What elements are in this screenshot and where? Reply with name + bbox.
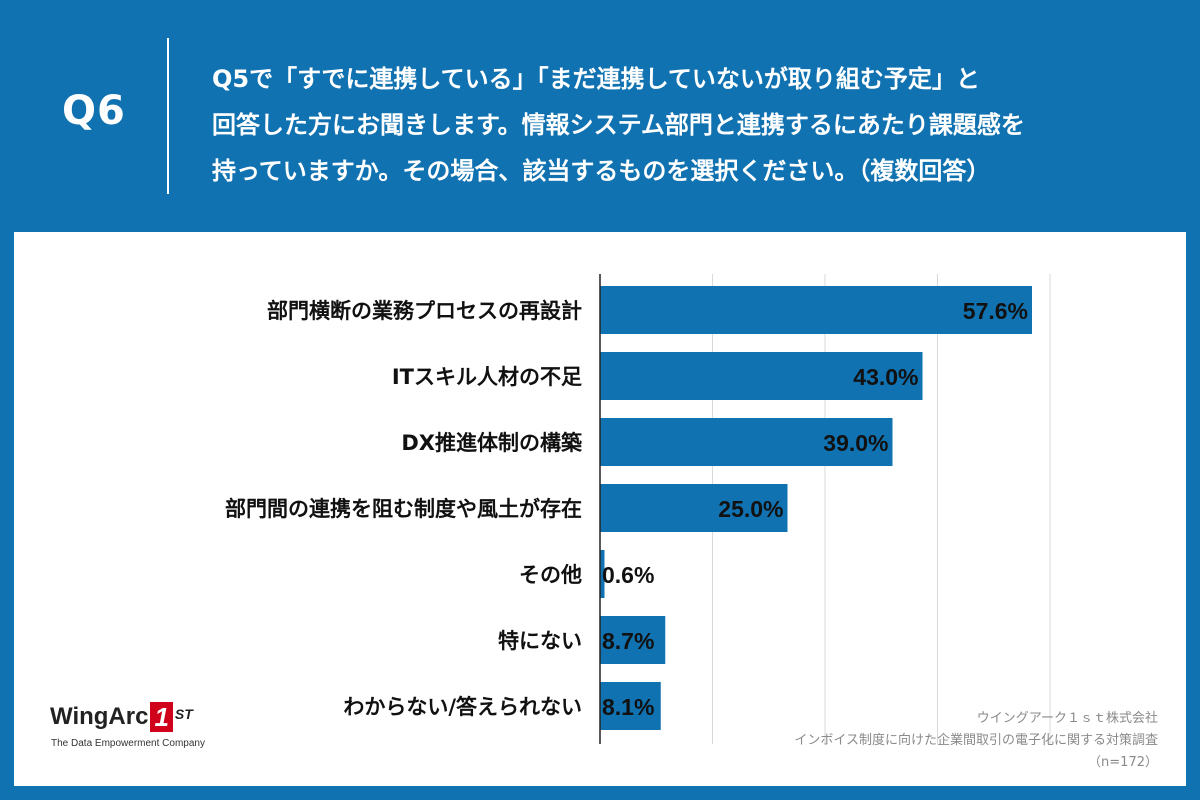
question-line: Q5で「すでに連携している」「まだ連携していないが取り組む予定」と — [212, 65, 980, 93]
bar — [600, 352, 923, 400]
source-company: ウイングアーク１ｓｔ株式会社 — [976, 711, 1158, 726]
question-text: Q5で「すでに連携している」「まだ連携していないが取り組む予定」と 回答した方に… — [212, 56, 1172, 194]
category-label: その他 — [519, 563, 582, 587]
header: Q6 Q5で「すでに連携している」「まだ連携していないが取り組む予定」と 回答し… — [0, 0, 1200, 232]
source-note: ウイングアーク１ｓｔ株式会社 インボイス制度に向けた企業間取引の電子化に関する対… — [794, 708, 1158, 774]
category-label: 特にない — [498, 629, 582, 653]
logo-tagline: The Data Empowerment Company — [51, 738, 205, 749]
source-survey: インボイス制度に向けた企業間取引の電子化に関する対策調査 — [794, 733, 1158, 748]
question-number: Q6 — [62, 88, 126, 134]
value-label: 57.6% — [963, 298, 1028, 324]
category-label: ITスキル人材の不足 — [392, 365, 582, 389]
bar — [600, 616, 666, 664]
value-label: 8.7% — [602, 628, 654, 654]
logo-brand-suffix: ST — [174, 706, 193, 722]
question-line: 持っていますか。その場合、該当するものを選択ください。（複数回答） — [212, 157, 991, 185]
category-label: 部門横断の業務プロセスの再設計 — [267, 299, 582, 323]
value-label: 25.0% — [718, 496, 783, 522]
category-label: DX推進体制の構築 — [401, 431, 583, 455]
category-label: 部門間の連携を阻む制度や風土が存在 — [225, 497, 582, 521]
logo-brand-text: WingArc — [50, 703, 149, 730]
bar — [600, 682, 661, 730]
bar — [600, 286, 1032, 334]
bar — [600, 418, 893, 466]
chart-panel: 部門横断の業務プロセスの再設計 57.6% ITスキル人材の不足 43.0% DX推進体… — [14, 232, 1186, 786]
value-label: 43.0% — [853, 364, 918, 390]
value-label: 39.0% — [823, 430, 888, 456]
bar — [600, 484, 788, 532]
bar — [600, 550, 605, 598]
value-label: 8.1% — [602, 694, 654, 720]
question-line: 回答した方にお聞きします。情報システム部門と連携するにあたり課題感を — [212, 111, 1025, 139]
value-label: 0.6% — [602, 562, 654, 588]
wingarc-logo: WingArc 1 ST The Data Empowerment Compan… — [50, 700, 210, 760]
bar-chart: 部門横断の業務プロセスの再設計 57.6% ITスキル人材の不足 43.0% DX推進体… — [225, 274, 1051, 744]
logo-brand-mark: 1 — [150, 702, 173, 732]
logo-wordmark: WingArc 1 ST — [50, 700, 210, 734]
source-sample: （n=172） — [1088, 755, 1158, 770]
header-divider — [167, 38, 169, 194]
category-label: わからない/答えられない — [343, 695, 582, 719]
